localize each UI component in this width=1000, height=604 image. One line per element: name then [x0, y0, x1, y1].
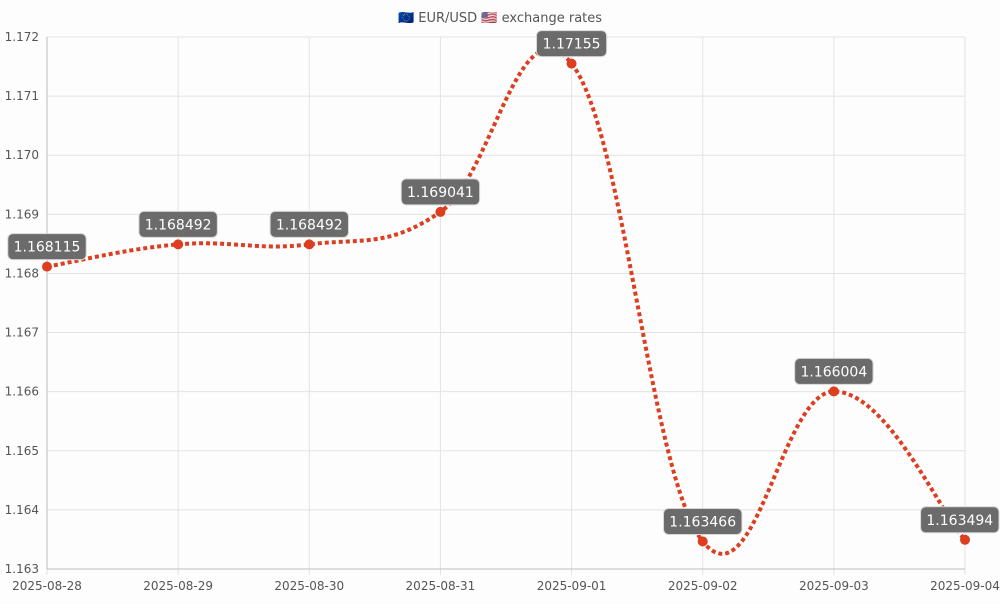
data-label: 1.168115: [14, 240, 81, 256]
data-label-box: [7, 233, 87, 261]
x-tick-label: 2025-09-01: [537, 579, 607, 593]
data-label-box: [138, 210, 218, 238]
data-label-box: [794, 357, 874, 385]
x-tick-label: 2025-09-03: [799, 579, 869, 593]
data-label: 1.168492: [145, 217, 212, 233]
data-point[interactable]: [697, 536, 708, 547]
y-tick-label: 1.169: [5, 207, 39, 221]
data-label: 1.17155: [543, 37, 601, 53]
data-point[interactable]: [828, 386, 839, 397]
data-label: 1.166004: [800, 364, 867, 380]
y-tick-label: 1.166: [5, 385, 39, 399]
data-point[interactable]: [960, 534, 970, 545]
y-tick-label: 1.170: [5, 148, 39, 162]
y-tick-label: 1.164: [5, 503, 39, 517]
data-label-box: [663, 507, 743, 535]
data-point[interactable]: [566, 58, 577, 69]
series-line: [46, 47, 967, 556]
data-point[interactable]: [173, 239, 184, 250]
data-label: 1.169041: [407, 185, 474, 201]
y-tick-label: 1.171: [5, 89, 39, 103]
data-label: 1.163466: [669, 514, 736, 530]
data-label: 1.168492: [276, 217, 343, 233]
data-label: 1.163494: [926, 513, 993, 529]
data-point[interactable]: [42, 261, 52, 272]
x-tick-label: 2025-08-29: [143, 579, 213, 593]
y-tick-label: 1.168: [5, 266, 39, 280]
data-label-box: [269, 210, 349, 238]
y-tick-label: 1.167: [5, 326, 39, 340]
data-labels: 1.168115 1.168492 1.168492 1.169041 1.17155 1…: [7, 30, 1000, 535]
x-tick-label: 2025-08-28: [12, 579, 82, 593]
x-tick-label: 2025-08-31: [406, 579, 476, 593]
data-point[interactable]: [304, 239, 315, 250]
x-tick-label: 2025-09-02: [668, 579, 738, 593]
gridlines: [46, 36, 966, 575]
data-label-box: [400, 178, 481, 206]
x-tick-label: 2025-09-04: [930, 579, 1000, 593]
series: [42, 47, 970, 556]
x-tick-label: 2025-08-30: [274, 579, 344, 593]
data-point[interactable]: [435, 206, 446, 217]
y-tick-label: 1.165: [5, 444, 39, 458]
chart-title: 🇪🇺 EUR/USD 🇺🇸 exchange rates: [398, 11, 602, 26]
axes: 1.163 1.164 1.165 1.166 1.167 1.168 1.169 1.170…: [5, 30, 1000, 593]
y-tick-label: 1.163: [5, 562, 39, 576]
y-tick-label: 1.172: [5, 30, 39, 44]
data-label-box: [536, 30, 608, 58]
data-label-box: [920, 506, 1000, 534]
